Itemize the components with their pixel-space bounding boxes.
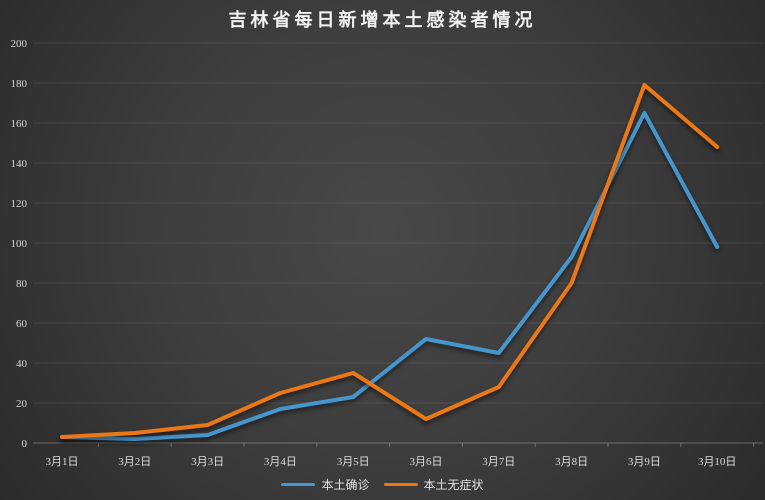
legend-swatch-asymptomatic xyxy=(383,483,418,486)
y-axis-tick-label: 0 xyxy=(22,438,28,450)
x-axis-tick-label: 3月2日 xyxy=(118,456,151,468)
y-axis-tick-label: 80 xyxy=(16,278,28,290)
x-axis-tick-label: 3月3日 xyxy=(191,456,224,468)
y-axis-tick-label: 180 xyxy=(11,78,28,90)
chart-title: 吉林省每日新增本土感染者情况 xyxy=(228,10,537,30)
legend-swatch-confirmed xyxy=(281,483,316,486)
y-axis-tick-label: 200 xyxy=(11,38,28,50)
legend-label-confirmed: 本土确诊 xyxy=(321,478,370,492)
y-axis-tick-label: 40 xyxy=(16,358,28,370)
x-axis-tick-label: 3月1日 xyxy=(46,456,79,468)
x-axis-tick-label: 3月4日 xyxy=(264,456,297,468)
y-axis-tick-label: 160 xyxy=(11,118,28,130)
x-axis-tick-label: 3月5日 xyxy=(337,456,370,468)
x-axis-tick-label: 3月8日 xyxy=(555,456,588,468)
x-axis-tick-label: 3月9日 xyxy=(628,456,661,468)
chart-legend: 本土确诊 本土无症状 xyxy=(0,476,765,493)
legend-item-confirmed: 本土确诊 xyxy=(281,476,370,493)
y-axis-tick-label: 140 xyxy=(11,158,28,170)
series-line-asymptomatic xyxy=(60,83,720,439)
x-axis-tick-label: 3月10日 xyxy=(698,456,737,468)
y-axis-tick-label: 20 xyxy=(16,398,28,410)
y-axis-tick-label: 120 xyxy=(11,198,28,210)
y-axis-tick-label: 100 xyxy=(11,238,28,250)
x-axis-tick-label: 3月6日 xyxy=(410,456,443,468)
legend-label-asymptomatic: 本土无症状 xyxy=(423,478,484,492)
legend-item-asymptomatic: 本土无症状 xyxy=(383,476,484,493)
series-line-confirmed xyxy=(60,111,720,441)
y-axis-tick-label: 60 xyxy=(16,318,28,330)
x-axis-tick-label: 3月7日 xyxy=(482,456,515,468)
